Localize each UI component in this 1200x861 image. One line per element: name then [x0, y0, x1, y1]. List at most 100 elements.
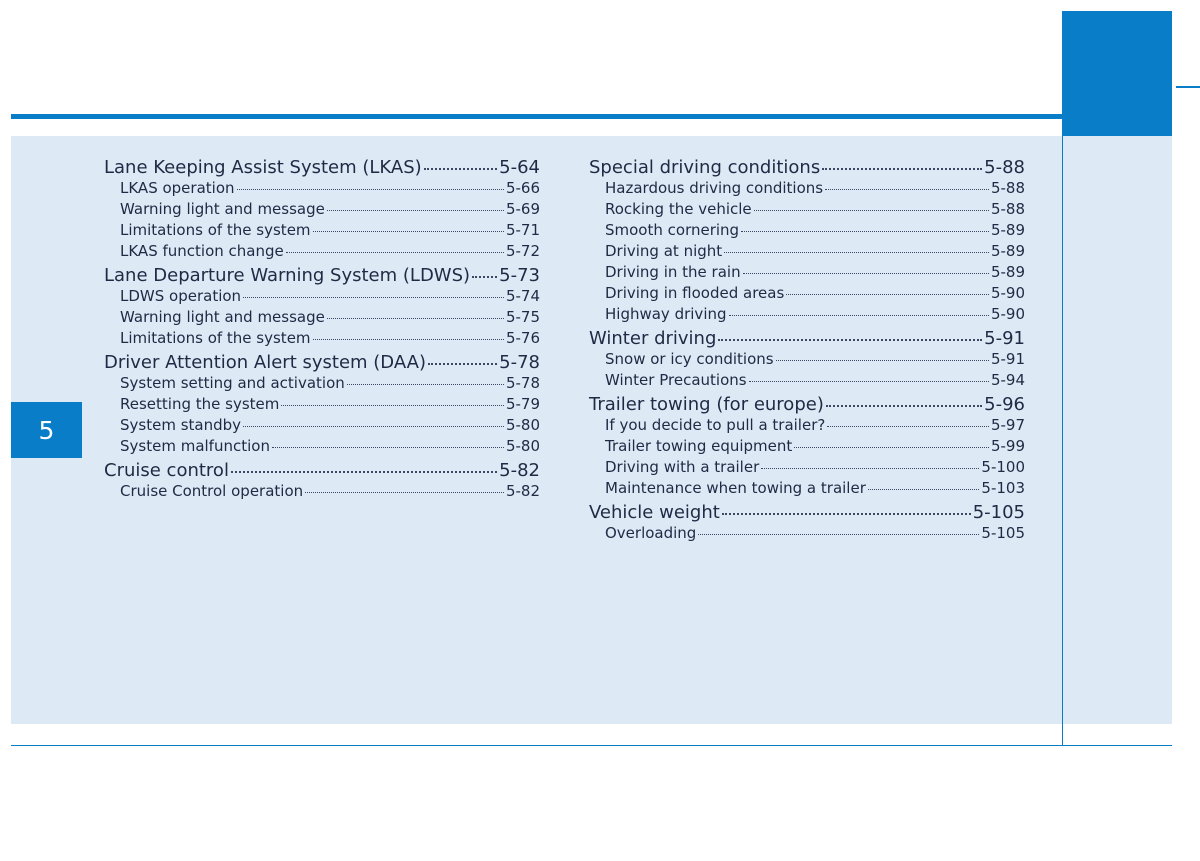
- toc-subsection-entry[interactable]: Maintenance when towing a trailer 5-103: [589, 479, 1025, 500]
- dot-leader: [236, 189, 504, 190]
- toc-panel: [11, 136, 1062, 724]
- toc-section-entry[interactable]: Winter driving 5-91: [589, 328, 1025, 350]
- toc-entry-label: LKAS operation: [120, 179, 235, 197]
- toc-subsection-entry[interactable]: Highway driving 5-90: [589, 305, 1025, 326]
- toc-entry-label: Lane Keeping Assist System (LKAS): [104, 157, 422, 178]
- toc-entry-label: Warning light and message: [120, 200, 325, 218]
- toc-entry-label: Warning light and message: [120, 308, 325, 326]
- dot-leader: [312, 231, 504, 232]
- toc-left-column: Lane Keeping Assist System (LKAS) 5-64 LKA…: [104, 155, 540, 503]
- toc-entry-label: Resetting the system: [120, 395, 280, 413]
- dot-leader: [312, 339, 504, 340]
- toc-subsection-entry[interactable]: Warning light and message 5-75: [104, 308, 540, 329]
- toc-subsection-entry[interactable]: Driving in flooded areas 5-90: [589, 284, 1025, 305]
- toc-subsection-entry[interactable]: Smooth cornering 5-89: [589, 221, 1025, 242]
- toc-entry-label: Winter Precautions: [605, 371, 747, 389]
- toc-subsection-entry[interactable]: LKAS function change 5-72: [104, 242, 540, 263]
- toc-subsection-entry[interactable]: System setting and activation 5-78: [104, 374, 540, 395]
- corner-tab-block: [1062, 11, 1172, 136]
- toc-page-number: 5-88: [990, 200, 1025, 218]
- toc-section-entry[interactable]: Vehicle weight 5-105: [589, 502, 1025, 524]
- toc-entry-label: Lane Departure Warning System (LDWS): [104, 265, 471, 286]
- dot-leader: [281, 405, 504, 406]
- toc-page-number: 5-91: [990, 350, 1025, 368]
- dot-leader: [741, 231, 989, 232]
- toc-entry-label: System setting and activation: [120, 374, 345, 392]
- toc-page-number: 5-80: [505, 437, 540, 455]
- dot-leader: [326, 210, 504, 211]
- dot-leader: [825, 405, 983, 407]
- toc-entry-label: Trailer towing equipment: [605, 437, 793, 455]
- toc-entry-label: Driving in flooded areas: [605, 284, 785, 302]
- dot-leader: [827, 426, 989, 427]
- toc-subsection-entry[interactable]: System malfunction 5-80: [104, 437, 540, 458]
- toc-page-number: 5-75: [505, 308, 540, 326]
- toc-page-number: 5-100: [981, 458, 1025, 476]
- toc-page-number: 5-89: [990, 263, 1025, 281]
- toc-entry-label: Cruise Control operation: [120, 482, 304, 500]
- toc-page-number: 5-91: [984, 328, 1025, 349]
- toc-entry-label: Limitations of the system: [120, 221, 311, 239]
- dot-leader: [794, 447, 989, 448]
- toc-subsection-entry[interactable]: Rocking the vehicle 5-88: [589, 200, 1025, 221]
- toc-subsection-entry[interactable]: Overloading 5-105: [589, 524, 1025, 545]
- dot-leader: [753, 210, 989, 211]
- header-rule: [11, 114, 1062, 119]
- toc-subsection-entry[interactable]: Driving with a trailer 5-100: [589, 458, 1025, 479]
- toc-subsection-entry[interactable]: Resetting the system 5-79: [104, 395, 540, 416]
- footer-rule: [11, 745, 1172, 746]
- chapter-number-tab[interactable]: 5: [11, 402, 82, 458]
- toc-page-number: 5-89: [990, 242, 1025, 260]
- toc-entry-label: Rocking the vehicle: [605, 200, 752, 218]
- toc-page-number: 5-74: [505, 287, 540, 305]
- toc-entry-label: Trailer towing (for europe): [589, 394, 824, 415]
- toc-section-entry[interactable]: Special driving conditions 5-88: [589, 157, 1025, 179]
- toc-entry-label: Driving in the rain: [605, 263, 741, 281]
- toc-page-number: 5-89: [990, 221, 1025, 239]
- toc-section-entry[interactable]: Lane Departure Warning System (LDWS) 5-73: [104, 265, 540, 287]
- toc-section-entry[interactable]: Trailer towing (for europe) 5-96: [589, 394, 1025, 416]
- toc-section-entry[interactable]: Lane Keeping Assist System (LKAS) 5-64: [104, 157, 540, 179]
- dot-leader: [822, 168, 983, 170]
- toc-page-number: 5-82: [499, 460, 540, 481]
- corner-tick-mark: [1176, 86, 1200, 88]
- toc-entry-label: Special driving conditions: [589, 157, 821, 178]
- dot-leader: [472, 276, 498, 278]
- toc-subsection-entry[interactable]: LDWS operation 5-74: [104, 287, 540, 308]
- toc-page-number: 5-90: [990, 284, 1025, 302]
- side-divider-line: [1062, 136, 1063, 745]
- toc-subsection-entry[interactable]: Warning light and message 5-69: [104, 200, 540, 221]
- toc-entry-label: Maintenance when towing a trailer: [605, 479, 866, 497]
- toc-subsection-entry[interactable]: Winter Precautions 5-94: [589, 371, 1025, 392]
- dot-leader: [305, 492, 504, 493]
- toc-section-entry[interactable]: Driver Attention Alert system (DAA) 5-78: [104, 352, 540, 374]
- dot-leader: [428, 363, 498, 365]
- toc-right-column: Special driving conditions 5-88 Hazardous …: [589, 155, 1025, 545]
- toc-entry-label: Smooth cornering: [605, 221, 740, 239]
- toc-entry-label: Highway driving: [605, 305, 727, 323]
- toc-subsection-entry[interactable]: Driving at night 5-89: [589, 242, 1025, 263]
- dot-leader: [271, 447, 504, 448]
- side-margin-panel: [1063, 136, 1172, 724]
- toc-subsection-entry[interactable]: LKAS operation 5-66: [104, 179, 540, 200]
- toc-subsection-entry[interactable]: If you decide to pull a trailer? 5-97: [589, 416, 1025, 437]
- toc-section-entry[interactable]: Cruise control 5-82: [104, 460, 540, 482]
- toc-entry-label: LKAS function change: [120, 242, 284, 260]
- toc-subsection-entry[interactable]: Limitations of the system 5-76: [104, 329, 540, 350]
- toc-page-number: 5-82: [505, 482, 540, 500]
- toc-subsection-entry[interactable]: Hazardous driving conditions 5-88: [589, 179, 1025, 200]
- dot-leader: [867, 489, 980, 490]
- toc-subsection-entry[interactable]: System standby 5-80: [104, 416, 540, 437]
- dot-leader: [285, 252, 504, 253]
- toc-subsection-entry[interactable]: Driving in the rain 5-89: [589, 263, 1025, 284]
- toc-page-number: 5-105: [972, 502, 1025, 523]
- dot-leader: [728, 315, 989, 316]
- toc-page-number: 5-90: [990, 305, 1025, 323]
- toc-page-number: 5-71: [505, 221, 540, 239]
- toc-subsection-entry[interactable]: Trailer towing equipment 5-99: [589, 437, 1025, 458]
- toc-subsection-entry[interactable]: Limitations of the system 5-71: [104, 221, 540, 242]
- toc-subsection-entry[interactable]: Snow or icy conditions 5-91: [589, 350, 1025, 371]
- toc-subsection-entry[interactable]: Cruise Control operation 5-82: [104, 482, 540, 503]
- toc-entry-label: Overloading: [605, 524, 697, 542]
- toc-entry-label: Driving at night: [605, 242, 723, 260]
